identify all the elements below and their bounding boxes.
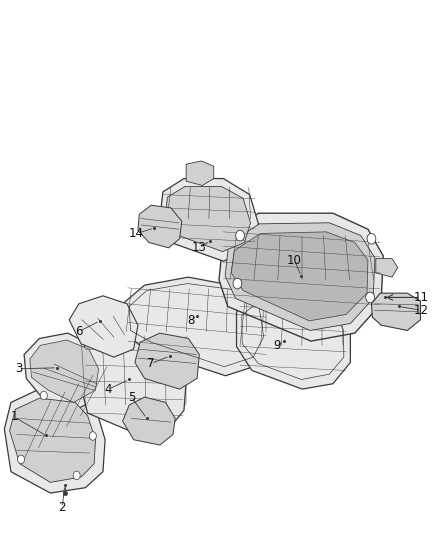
Polygon shape [69, 296, 138, 357]
Polygon shape [376, 259, 398, 277]
Polygon shape [4, 389, 105, 493]
Circle shape [89, 432, 96, 440]
Circle shape [40, 391, 47, 400]
Polygon shape [219, 213, 383, 341]
Polygon shape [30, 340, 99, 402]
Circle shape [236, 230, 244, 241]
Polygon shape [225, 223, 375, 330]
Polygon shape [166, 187, 251, 252]
Text: 14: 14 [129, 227, 144, 240]
Circle shape [73, 471, 80, 480]
Polygon shape [138, 205, 182, 248]
Circle shape [367, 233, 376, 244]
Polygon shape [10, 398, 95, 482]
Polygon shape [160, 179, 258, 261]
Polygon shape [186, 161, 214, 185]
Polygon shape [237, 290, 350, 389]
Text: 11: 11 [414, 291, 429, 304]
Text: 7: 7 [147, 357, 155, 370]
Circle shape [366, 292, 374, 303]
Polygon shape [24, 333, 105, 410]
Text: 5: 5 [128, 391, 135, 403]
Polygon shape [123, 277, 272, 376]
Polygon shape [135, 333, 199, 389]
Text: 2: 2 [58, 501, 66, 514]
Text: 3: 3 [15, 362, 22, 375]
Text: 9: 9 [273, 339, 281, 352]
Text: 4: 4 [105, 383, 113, 395]
Polygon shape [231, 232, 368, 321]
Text: 10: 10 [287, 254, 302, 266]
Text: 13: 13 [192, 241, 207, 254]
Circle shape [18, 455, 25, 464]
Polygon shape [371, 293, 420, 330]
Text: 12: 12 [414, 304, 429, 317]
Text: 8: 8 [187, 314, 194, 327]
Polygon shape [123, 397, 175, 445]
Circle shape [233, 278, 242, 289]
Polygon shape [77, 330, 186, 434]
Text: 1: 1 [10, 410, 18, 423]
Text: 6: 6 [75, 325, 83, 338]
